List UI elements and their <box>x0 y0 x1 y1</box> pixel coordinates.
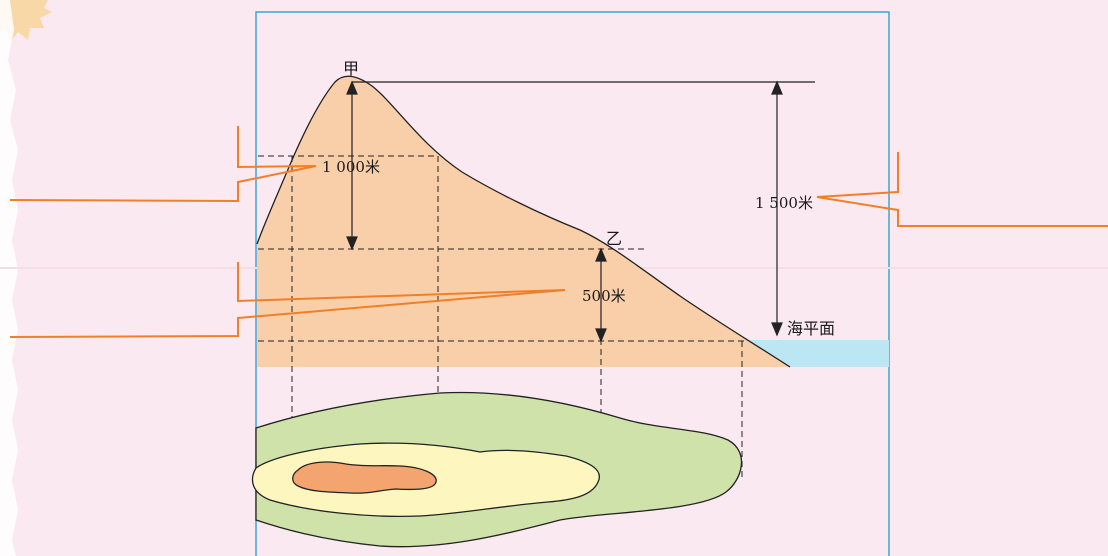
leader-relative-height-b-bottom <box>9 289 566 338</box>
contour-inner <box>292 461 437 494</box>
leader-absolute-height-lower <box>816 196 1108 227</box>
mountain-outline <box>256 75 791 368</box>
leader-relative-height-a <box>9 126 317 203</box>
relative-height-arrow-a <box>346 80 358 251</box>
leader-absolute-height <box>816 152 899 198</box>
relative-height-arrow-b <box>595 247 607 343</box>
absolute-height-arrow <box>771 80 783 337</box>
label-point-b: 乙 <box>606 229 622 248</box>
label-peak-a: 甲 <box>343 59 359 78</box>
label-relative-height-b: 500米 <box>582 287 626 305</box>
leader-lines <box>9 126 1108 338</box>
leader-relative-height-b-top <box>237 262 566 303</box>
mountain-profile <box>257 76 790 368</box>
label-relative-height-a: 1 000米 <box>322 158 380 176</box>
label-sea-level: 海平面 <box>787 319 835 338</box>
label-absolute-height: 1 500米 <box>755 194 813 212</box>
diagram-frame <box>255 11 890 556</box>
torn-edge-decoration <box>0 0 18 556</box>
